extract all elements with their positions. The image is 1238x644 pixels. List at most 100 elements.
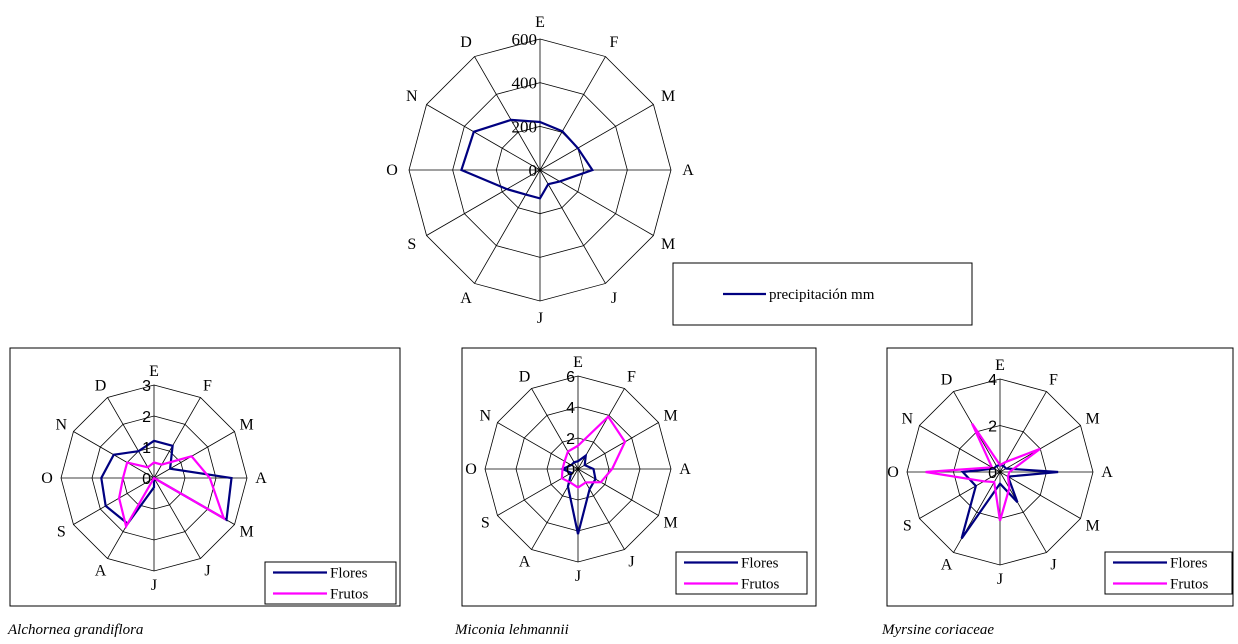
legend-box [264, 561, 397, 605]
grid-spoke [73, 477, 155, 525]
chart-frame [886, 347, 1234, 607]
tick-label: 0 [566, 462, 575, 479]
caption-miconia: Miconia lehmannii [455, 622, 569, 638]
grid-spoke [539, 169, 654, 236]
grid-spoke [531, 468, 579, 550]
month-label: J [1050, 557, 1056, 574]
grid-spoke [153, 431, 235, 479]
month-label: E [535, 14, 545, 31]
tick-label: 0 [142, 471, 151, 488]
month-label: O [386, 162, 398, 179]
tick-label: 2 [142, 409, 151, 426]
month-label: E [995, 357, 1005, 374]
legend-box [672, 262, 973, 326]
caption-myrsine: Myrsine coriaceae [882, 622, 995, 638]
month-label: M [664, 515, 678, 532]
month-label: O [41, 470, 53, 487]
grid-spoke [999, 471, 1047, 553]
tick-label: 4 [988, 372, 997, 389]
month-label: A [682, 162, 694, 179]
month-label: M [664, 408, 678, 425]
month-label: J [151, 577, 157, 594]
month-label: M [240, 524, 254, 541]
grid-spoke [539, 104, 654, 171]
grid-spoke [426, 169, 541, 236]
legend-label: precipitación mm [769, 287, 875, 303]
legend-box [675, 551, 808, 595]
month-label: D [95, 377, 107, 394]
grid-spoke [919, 425, 1001, 473]
month-label: J [537, 310, 543, 327]
grid-spoke [953, 471, 1001, 553]
legend-label: Flores [330, 566, 368, 582]
month-label: M [1086, 518, 1100, 535]
grid-spoke [531, 388, 579, 470]
series-line-flores [960, 463, 1059, 540]
month-label: D [519, 368, 531, 385]
grid-spoke [999, 471, 1081, 519]
radar-chart-1: E F M A M J J A S O N D 0 1 2 3 Flores Frutos [9, 347, 401, 607]
grid-spoke [577, 468, 659, 516]
month-label: F [203, 377, 212, 394]
grid-spoke [474, 169, 541, 284]
tick-label: 1 [142, 440, 151, 457]
grid-spoke [999, 391, 1047, 473]
month-label: A [519, 554, 531, 571]
month-label: D [941, 371, 953, 388]
month-label: N [406, 88, 418, 105]
tick-label: 3 [142, 378, 151, 395]
month-label: S [903, 518, 912, 535]
month-label: A [460, 290, 472, 307]
month-label: N [480, 408, 492, 425]
chart-frame [9, 347, 401, 607]
month-label: S [481, 515, 490, 532]
caption-alchornea: Alchornea grandiflora [8, 622, 144, 638]
grid-spoke [577, 422, 659, 470]
grid-spoke [539, 56, 606, 171]
tick-label: 6 [566, 369, 575, 386]
month-label: F [1049, 371, 1058, 388]
month-label: F [610, 34, 619, 51]
tick-label: 0 [988, 465, 997, 482]
grid-spoke [107, 397, 155, 479]
month-label: D [460, 34, 472, 51]
legend-box [1104, 551, 1233, 595]
month-label: O [465, 461, 477, 478]
month-label: M [661, 236, 675, 253]
month-label: N [902, 411, 914, 428]
month-label: A [679, 461, 691, 478]
month-label: J [997, 571, 1003, 588]
month-label: J [575, 568, 581, 585]
legend-label: Flores [1170, 556, 1208, 572]
tick-label: 600 [512, 30, 538, 49]
month-label: J [611, 290, 617, 307]
month-label: A [255, 470, 267, 487]
month-label: O [887, 464, 899, 481]
radar-chart-0: E F M A M J J A S O N D 0 200 400 600 precipitación mm [386, 14, 973, 327]
chart-frame [461, 347, 817, 607]
tick-label: 4 [566, 400, 575, 417]
month-label: A [95, 563, 107, 580]
legend-label: Frutos [741, 577, 780, 593]
month-label: F [627, 368, 636, 385]
grid-spoke [426, 104, 541, 171]
grid-spoke [919, 471, 1001, 519]
legend-label: Frutos [330, 587, 369, 603]
tick-label: 400 [512, 74, 538, 93]
month-label: M [1086, 411, 1100, 428]
month-label: J [204, 563, 210, 580]
radar-chart-2: E F M A M J J A S O N D 0 2 4 6 Flores Frutos [461, 347, 817, 607]
month-label: E [573, 354, 583, 371]
month-label: M [661, 88, 675, 105]
month-label: A [941, 557, 953, 574]
month-label: S [407, 236, 416, 253]
month-label: S [57, 524, 66, 541]
tick-label: 200 [512, 117, 538, 136]
grid-spoke [474, 56, 541, 171]
grid-spoke [153, 397, 201, 479]
tick-label: 2 [566, 431, 575, 448]
month-label: M [240, 417, 254, 434]
legend-label: Frutos [1170, 577, 1209, 593]
tick-label: 2 [988, 419, 997, 436]
